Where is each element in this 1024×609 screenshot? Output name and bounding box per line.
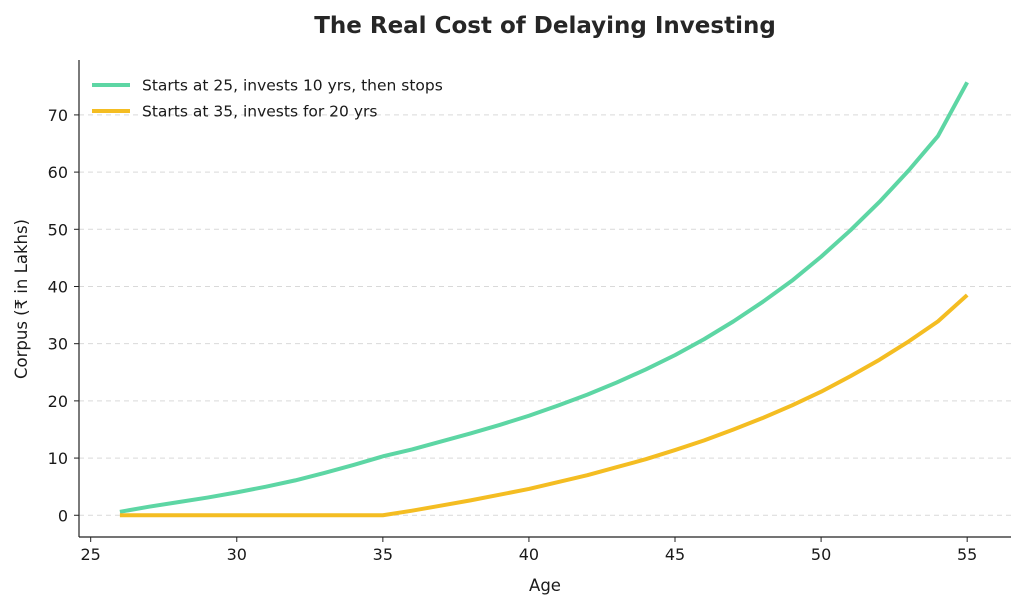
ticks: 25 30 35 40 45 50 55 0 10 20 30 40 50 60 70: [48, 106, 978, 564]
y-tick-label-60: 60: [48, 163, 68, 182]
y-tick-label-30: 30: [48, 335, 68, 354]
y-tick-label-70: 70: [48, 106, 68, 125]
legend-label-1: Starts at 25, invests 10 yrs, then stops: [142, 77, 443, 95]
chart-title: The Real Cost of Delaying Investing: [314, 13, 776, 39]
x-tick-label-30: 30: [227, 545, 247, 564]
y-tick-label-0: 0: [58, 506, 68, 525]
grid: [79, 114, 1011, 516]
y-tick-label-20: 20: [48, 392, 68, 411]
x-tick-label-55: 55: [957, 545, 977, 564]
x-tick-label-35: 35: [373, 545, 393, 564]
y-axis-label: Corpus (₹ in Lakhs): [12, 219, 31, 379]
y-tick-label-50: 50: [48, 220, 68, 239]
x-tick-label-40: 40: [519, 545, 539, 564]
x-tick-label-45: 45: [665, 545, 685, 564]
legend-label-2: Starts at 35, invests for 20 yrs: [142, 103, 377, 121]
series-line-2: [119, 293, 969, 518]
axes: [78, 60, 1011, 538]
y-tick-label-10: 10: [48, 449, 68, 468]
series-line-1: [119, 81, 969, 514]
y-tick-label-40: 40: [48, 277, 68, 296]
x-axis-label: Age: [529, 576, 561, 595]
legend: Starts at 25, invests 10 yrs, then stops…: [92, 77, 443, 121]
x-tick-label-50: 50: [811, 545, 831, 564]
x-tick-label-25: 25: [81, 545, 101, 564]
series-layer: [119, 81, 969, 518]
